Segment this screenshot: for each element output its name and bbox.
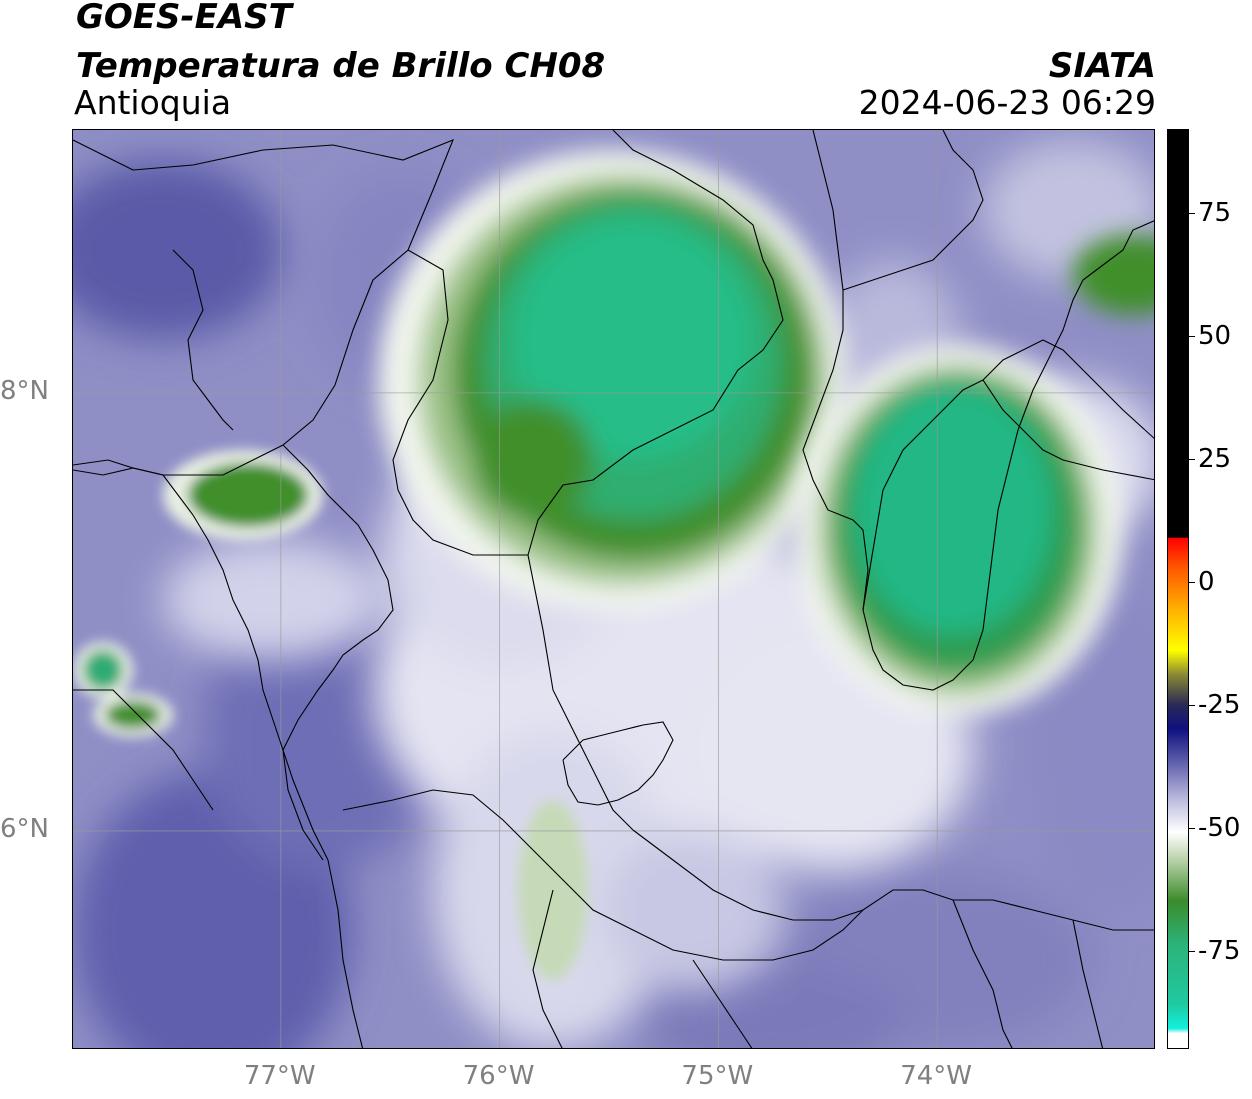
metro-valle-aburra — [562, 721, 674, 806]
graticule-lines — [73, 130, 1154, 1048]
colorbar-tick-mark — [1189, 704, 1195, 707]
map-panel[interactable] — [72, 129, 1155, 1049]
dept-border-west-inland — [73, 689, 214, 811]
coastline-pacific — [73, 467, 364, 1048]
longitude-tick-label: 75°W — [681, 1061, 754, 1091]
dept-border-south-2 — [692, 959, 753, 1048]
dept-border-south-1 — [532, 889, 563, 1048]
antioquia-south — [342, 789, 864, 961]
colorbar-tick-label: -50 — [1198, 812, 1241, 843]
dept-border-cordoba — [527, 554, 634, 831]
colorbar-tick-mark — [1189, 581, 1195, 584]
colorbar-tick-label: 75 — [1198, 197, 1232, 228]
dept-border-south-4 — [1072, 919, 1104, 1048]
colorbar-tick-mark — [1189, 458, 1195, 461]
coastline-gulf — [172, 249, 234, 431]
brightness-temperature-map[interactable] — [73, 130, 1155, 1049]
colorbar-tick-label: -25 — [1198, 689, 1241, 720]
colorbar-tick-label: -75 — [1198, 935, 1241, 966]
organization-label: SIATA — [1048, 46, 1156, 86]
region-label: Antioquia — [74, 83, 232, 122]
boundaries — [73, 130, 1154, 1048]
colorbar-tick-label: 50 — [1198, 320, 1232, 351]
satellite-title: GOES-EAST — [76, 0, 292, 37]
longitude-tick-label: 76°W — [462, 1061, 535, 1091]
latitude-tick-label: 6°N — [0, 813, 49, 844]
timestamp-label: 2024-06-23 06:29 — [858, 83, 1156, 122]
dept-border-caldas — [632, 829, 1154, 931]
antioquia-outline — [392, 130, 784, 556]
convective-system-east — [793, 235, 1154, 715]
colorbar-tick-mark — [1189, 335, 1195, 338]
product-title: Temperatura de Brillo CH08 — [76, 46, 606, 86]
antioquia-east — [802, 130, 1019, 691]
river-atrato — [282, 444, 394, 861]
dept-border-south-3 — [952, 899, 1013, 1048]
dept-border-bolivar — [842, 130, 984, 291]
colorbar-tick-mark — [1189, 950, 1195, 953]
dept-border-east — [1017, 220, 1154, 431]
colorbar-tick-mark — [1189, 827, 1195, 830]
convective-system-west — [378, 150, 848, 610]
colorbar — [1167, 129, 1189, 1049]
latitude-tick-label: 8°N — [0, 375, 49, 406]
coastline-uraba — [73, 139, 454, 476]
colorbar-tick-label: 0 — [1198, 566, 1215, 597]
dept-border-santander — [862, 339, 1154, 611]
dept-border-ne — [982, 379, 1154, 481]
longitude-tick-label: 74°W — [900, 1061, 972, 1091]
longitude-tick-label: 77°W — [243, 1061, 316, 1091]
colorbar-tick-label: 25 — [1198, 443, 1232, 474]
colorbar-tick-mark — [1189, 212, 1195, 215]
